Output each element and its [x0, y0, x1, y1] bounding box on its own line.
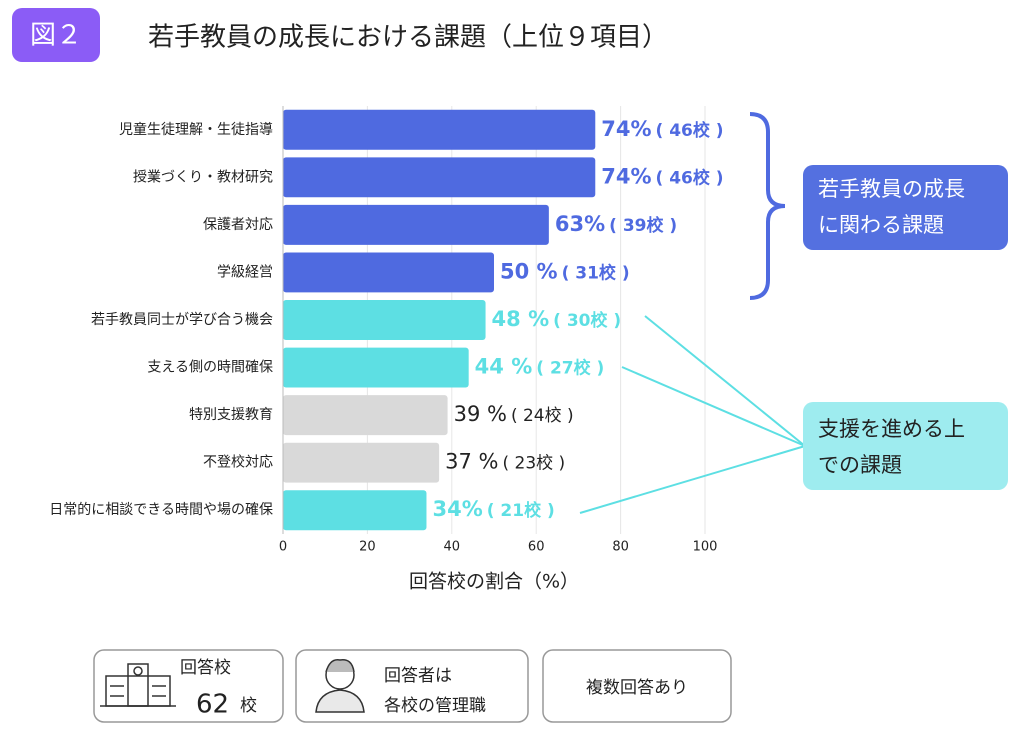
count-label: ( 46校 ) [656, 120, 724, 141]
bar [283, 490, 427, 531]
bar [283, 347, 469, 388]
bar [283, 300, 486, 340]
value-label: 39 % [454, 402, 507, 426]
bar [283, 252, 494, 293]
y-tick-label: 授業づくり・教材研究 [133, 169, 273, 185]
annotation: に関わる課題 [818, 213, 944, 237]
bar [283, 109, 596, 150]
footer-text: 校 [240, 696, 257, 716]
value-label: 44 % [475, 355, 533, 379]
value-label: 37 % [445, 450, 498, 474]
value-label: 63% [555, 212, 605, 236]
bar [283, 442, 440, 483]
x-tick-label: 0 [279, 540, 287, 555]
y-tick-label: 特別支援教育 [189, 407, 273, 423]
footer-text: 複数回答あり [586, 678, 688, 698]
y-tick-label: 保護者対応 [203, 217, 273, 233]
count-label: ( 39校 ) [609, 215, 677, 236]
x-axis-label: 回答校の割合（%） [409, 571, 579, 593]
footer-text: 回答校 [180, 658, 231, 678]
bar [283, 204, 549, 245]
count-label: ( 27校 ) [536, 358, 604, 379]
connectors [579, 315, 806, 514]
y-tick-label: 支える側の時間確保 [147, 360, 273, 376]
x-tick-label: 60 [528, 540, 545, 555]
count-label: ( 31校 ) [562, 262, 630, 283]
value-label: 34% [432, 497, 482, 521]
info-box [542, 649, 732, 723]
connector [579, 445, 806, 514]
footer-text: 各校の管理職 [384, 696, 486, 716]
badge: 図２ [30, 21, 82, 51]
chart-title: 若手教員の成長における課題（上位９項目） [148, 23, 668, 53]
footer-text: 回答者は [384, 666, 452, 686]
value-label: 74% [601, 117, 651, 141]
brace [749, 112, 786, 300]
connector [621, 366, 806, 447]
bar [283, 157, 596, 198]
y-tick-label: 不登校対応 [203, 454, 273, 471]
annotation-box [803, 402, 1008, 490]
count-label: ( 24校 ) [511, 406, 574, 426]
badge-bg [12, 8, 100, 62]
count-label: ( 23校 ) [502, 454, 565, 474]
y-tick-label: 児童生徒理解・生徒指導 [119, 121, 273, 138]
y-tick-label: 若手教員同士が学び合う機会 [91, 312, 273, 328]
annotation: 若手教員の成長 [818, 177, 965, 201]
y-tick-label: 学級経営 [217, 264, 273, 280]
footer-count: 62 [196, 690, 229, 720]
count-label: ( 30校 ) [553, 310, 621, 331]
annotation: での課題 [818, 453, 902, 477]
value-label: 50 % [500, 259, 558, 283]
annotation: 支援を進める上 [818, 417, 965, 441]
count-label: ( 46校 ) [656, 167, 724, 188]
count-label: ( 21校 ) [487, 500, 555, 521]
x-tick-label: 40 [444, 540, 461, 555]
y-tick-label: 日常的に相談できる時間や場の確保 [49, 502, 273, 518]
x-tick-label: 100 [693, 540, 718, 555]
person-icon [315, 659, 365, 713]
annotation-box [803, 165, 1008, 250]
x-tick-label: 20 [359, 540, 376, 555]
connector [644, 315, 806, 447]
value-label: 74% [601, 164, 651, 188]
bar [283, 395, 448, 436]
value-label: 48 % [492, 307, 550, 331]
x-tick-label: 80 [612, 540, 629, 555]
school-icon [100, 663, 176, 707]
